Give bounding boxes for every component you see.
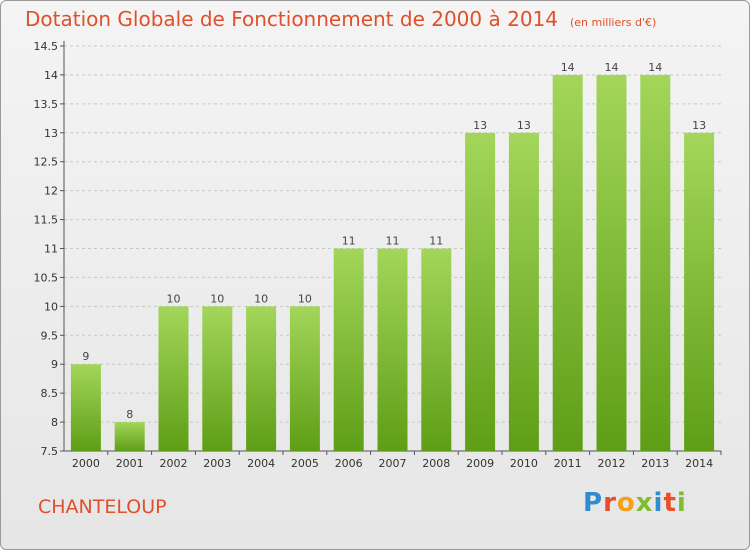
bar [246,306,277,451]
x-tick-label: 2008 [422,457,450,470]
data-label: 10 [254,292,268,305]
logo-letter-r: r [603,488,617,518]
data-label: 9 [82,350,89,363]
data-labels: 9 8 10 10 10 10 11 11 11 13 13 14 14 14 13 [82,61,706,421]
axes: 7.5 8 8.5 9 9.5 10 10.5 11 11.5 12 12.5 13 13.5 14 14.… [34,40,722,470]
logo-letter-p: P [583,488,604,518]
data-label: 10 [298,292,312,305]
y-tick-label: 12 [44,185,58,198]
bar [508,132,539,452]
data-label: 8 [126,408,133,421]
data-label: 14 [561,61,575,74]
proxiti-logo: Proxiti [583,488,687,518]
bar [421,248,452,451]
x-tick-label: 2001 [116,457,144,470]
x-tick-label: 2000 [72,457,100,470]
bar [202,306,233,451]
x-tick-label: 2007 [379,457,407,470]
bar [70,364,101,451]
logo-letter-o: o [616,488,636,518]
y-tick-label: 9.5 [41,329,59,342]
data-label: 11 [429,235,443,248]
x-tick-label: 2011 [554,457,582,470]
logo-letter-i-2: i [676,488,687,518]
y-tick-label: 14 [44,69,58,82]
y-tick-label: 14.5 [34,40,59,53]
chart-unit-text: (en milliers d'€) [570,16,657,29]
y-tick-label: 13.5 [34,98,59,111]
bar [289,306,320,451]
data-label: 14 [605,61,619,74]
x-tick-label: 2009 [466,457,494,470]
y-tick-label: 13 [44,127,58,140]
bar [158,306,189,451]
bar [640,74,671,451]
x-tick-label: 2005 [291,457,319,470]
y-tick-label: 11 [44,243,58,256]
data-label: 11 [386,235,400,248]
x-tick-label: 2006 [335,457,363,470]
y-tick-label: 8.5 [41,387,59,400]
bar [114,422,145,451]
data-label: 10 [210,292,224,305]
bar [333,248,364,451]
x-tick-label: 2003 [203,457,231,470]
y-tick-label: 8 [51,416,58,429]
x-tick-label: 2004 [247,457,275,470]
bar [596,74,627,451]
x-tick-label: 2012 [598,457,626,470]
y-tick-label: 12.5 [34,156,59,169]
data-label: 11 [342,235,356,248]
x-tick-label: 2010 [510,457,538,470]
place-name: CHANTELOUP [38,496,167,518]
chart-title: Dotation Globale de Fonctionnement de 20… [25,7,656,31]
bar [465,132,496,452]
x-tick-label: 2013 [641,457,669,470]
data-label: 10 [167,292,181,305]
bar [552,74,583,451]
x-tick-label: 2014 [685,457,713,470]
bars [70,74,715,452]
logo-letter-i: i [653,488,664,518]
y-tick-label: 7.5 [41,445,59,458]
data-label: 13 [473,119,487,132]
y-tick-label: 10 [44,300,58,313]
logo-letter-x: x [635,488,654,518]
data-label: 14 [648,61,662,74]
bar [377,248,408,451]
y-tick-label: 10.5 [34,271,59,284]
bar [684,132,715,452]
data-label: 13 [692,119,706,132]
logo-letter-t: t [663,488,677,518]
chart-title-text: Dotation Globale de Fonctionnement de 20… [25,7,558,31]
data-label: 13 [517,119,531,132]
y-tick-label: 9 [51,358,58,371]
y-tick-label: 11.5 [34,214,59,227]
x-tick-label: 2002 [160,457,188,470]
